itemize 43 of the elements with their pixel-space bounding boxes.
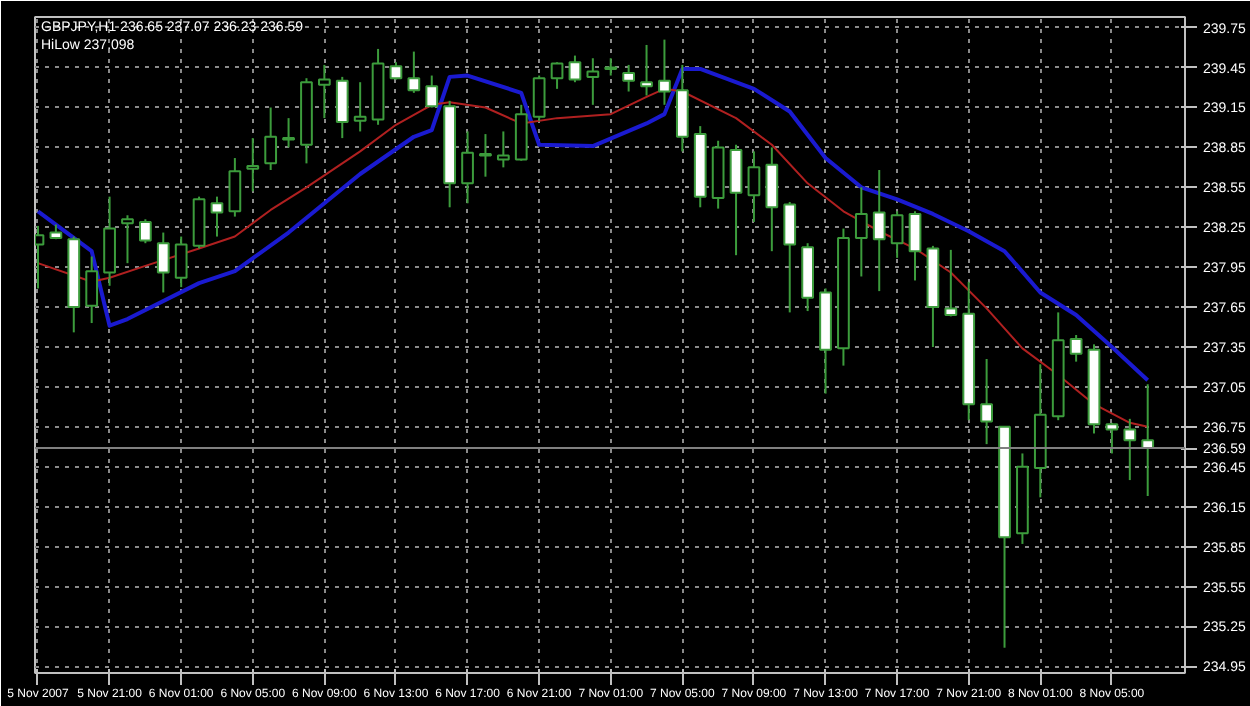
candlestick <box>729 143 743 257</box>
candlestick <box>479 133 492 178</box>
candlestick <box>121 214 134 265</box>
candlestick <box>228 157 242 218</box>
candlestick <box>246 137 260 193</box>
candlestick <box>210 195 224 238</box>
candlestick <box>675 63 689 153</box>
candlestick <box>765 146 779 253</box>
candlestick <box>174 235 188 289</box>
candlestick <box>1069 334 1083 363</box>
candlestick <box>783 200 797 314</box>
candlestick <box>496 130 510 169</box>
candlestick <box>514 103 528 162</box>
candlestick <box>425 74 439 109</box>
candlestick <box>586 57 600 106</box>
candlestick <box>622 63 636 93</box>
candlestick <box>890 210 904 259</box>
candlestick <box>568 54 582 84</box>
candlestick <box>282 117 295 149</box>
candlestick <box>944 248 958 318</box>
candlestick <box>407 50 421 94</box>
candlestick <box>192 195 206 250</box>
line-series <box>35 66 1150 383</box>
candlestick <box>139 218 152 245</box>
candlestick <box>980 357 993 446</box>
candlestick <box>353 81 367 133</box>
candlestick <box>640 43 653 97</box>
candlestick <box>550 61 564 90</box>
candlestick <box>103 195 116 287</box>
candlestick <box>872 169 886 293</box>
candlestick <box>854 186 868 278</box>
candlestick <box>317 63 331 120</box>
candlestick <box>908 210 922 282</box>
candlestick <box>747 150 761 223</box>
candlestick <box>1105 421 1119 455</box>
candlestick <box>461 130 474 205</box>
candlestick <box>156 231 170 294</box>
candlestick <box>85 255 99 325</box>
candlestick <box>264 106 278 172</box>
candlestick <box>335 75 349 140</box>
candlestick <box>532 74 546 122</box>
candlestick <box>1123 417 1137 482</box>
candlestick <box>658 38 671 106</box>
